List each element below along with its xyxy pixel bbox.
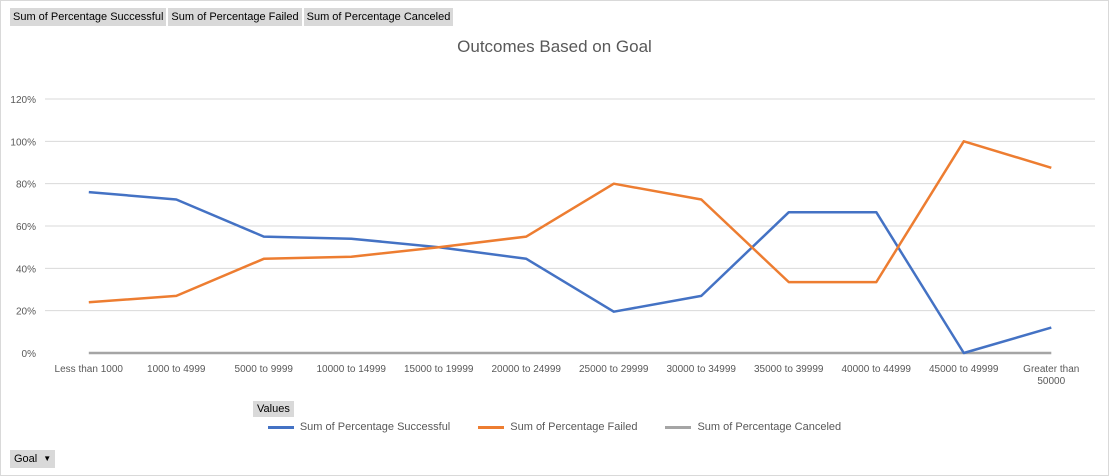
y-tick-label: 40% xyxy=(16,264,36,275)
legend-label-canceled: Sum of Percentage Canceled xyxy=(697,421,842,433)
field-button-successful[interactable]: Sum of Percentage Successful xyxy=(10,8,167,26)
x-tick-label: 10000 to 14999 xyxy=(316,364,386,375)
goal-field-dropdown[interactable]: Goal ▼ xyxy=(10,450,56,468)
goal-label: Goal xyxy=(14,453,38,465)
x-tick-label: 35000 to 39999 xyxy=(754,364,824,375)
legend-swatch-successful xyxy=(267,425,294,429)
y-tick-label: 20% xyxy=(16,307,36,318)
legend-swatch-canceled xyxy=(665,425,692,429)
y-tick-label: 0% xyxy=(22,349,37,360)
field-button-canceled[interactable]: Sum of Percentage Canceled xyxy=(303,8,454,26)
series-line-successful xyxy=(88,190,1052,355)
y-tick-label: 100% xyxy=(10,137,36,148)
x-tick-label: 1000 to 4999 xyxy=(147,364,206,375)
x-tick-label: 45000 to 49999 xyxy=(929,364,999,375)
x-tick-label: 20000 to 24999 xyxy=(491,364,561,375)
legend: Sum of Percentage Successful Sum of Perc… xyxy=(0,421,1109,433)
legend-swatch-failed xyxy=(478,425,505,429)
legend-label-successful: Sum of Percentage Successful xyxy=(299,421,451,433)
x-tick-label: 15000 to 19999 xyxy=(404,364,474,375)
legend-item-failed: Sum of Percentage Failed xyxy=(478,421,637,433)
x-tick-label: Less than 1000 xyxy=(55,364,124,375)
chart-title: Outcomes Based on Goal xyxy=(457,37,652,56)
pivot-field-buttons: Sum of Percentage Successful Sum of Perc… xyxy=(10,8,454,26)
x-tick-label: 5000 to 9999 xyxy=(235,364,294,375)
legend-item-canceled: Sum of Percentage Canceled xyxy=(665,421,841,433)
x-tick-label: 25000 to 29999 xyxy=(579,364,649,375)
values-field-button[interactable]: Values xyxy=(253,401,294,417)
series-line-failed xyxy=(88,140,1052,304)
y-tick-label: 120% xyxy=(10,95,36,106)
dropdown-arrow-icon: ▼ xyxy=(43,454,52,463)
legend-label-failed: Sum of Percentage Failed xyxy=(510,421,638,433)
x-tick-label: 40000 to 44999 xyxy=(841,364,911,375)
x-tick-label: 30000 to 34999 xyxy=(666,364,736,375)
y-tick-label: 60% xyxy=(16,222,36,233)
field-button-failed[interactable]: Sum of Percentage Failed xyxy=(168,8,302,26)
y-tick-label: 80% xyxy=(16,180,36,191)
x-tick-label: Greater than 50000 xyxy=(1023,364,1079,387)
legend-item-successful: Sum of Percentage Successful xyxy=(267,421,451,433)
